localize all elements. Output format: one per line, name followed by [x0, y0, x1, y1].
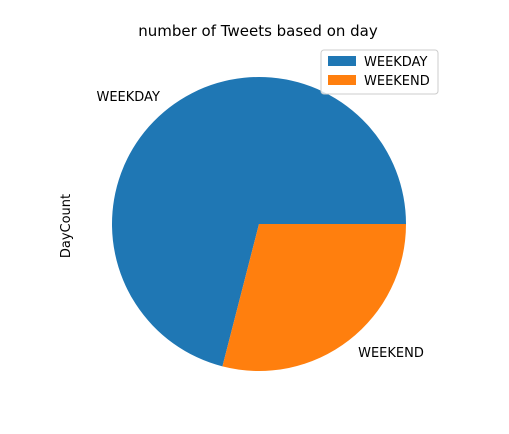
legend-label-weekday: WEEKDAY: [364, 55, 427, 70]
legend-swatch-weekend: [328, 75, 356, 85]
pie-slice-weekday: [112, 76, 407, 367]
chart-title: number of Tweets based on day: [138, 22, 378, 40]
legend-swatch-weekday: [328, 56, 356, 66]
pie-slice-labels: WEEKDAY WEEKEND: [96, 90, 423, 361]
pie-slices: [112, 76, 407, 371]
legend-label-weekend: WEEKEND: [364, 74, 430, 89]
legend: WEEKDAY WEEKEND: [320, 49, 439, 95]
slice-label-weekend: WEEKEND: [358, 346, 424, 361]
slice-label-weekday: WEEKDAY: [96, 90, 159, 105]
y-axis-label: DayCount: [59, 194, 74, 258]
pie-slice-weekend: [222, 224, 406, 371]
